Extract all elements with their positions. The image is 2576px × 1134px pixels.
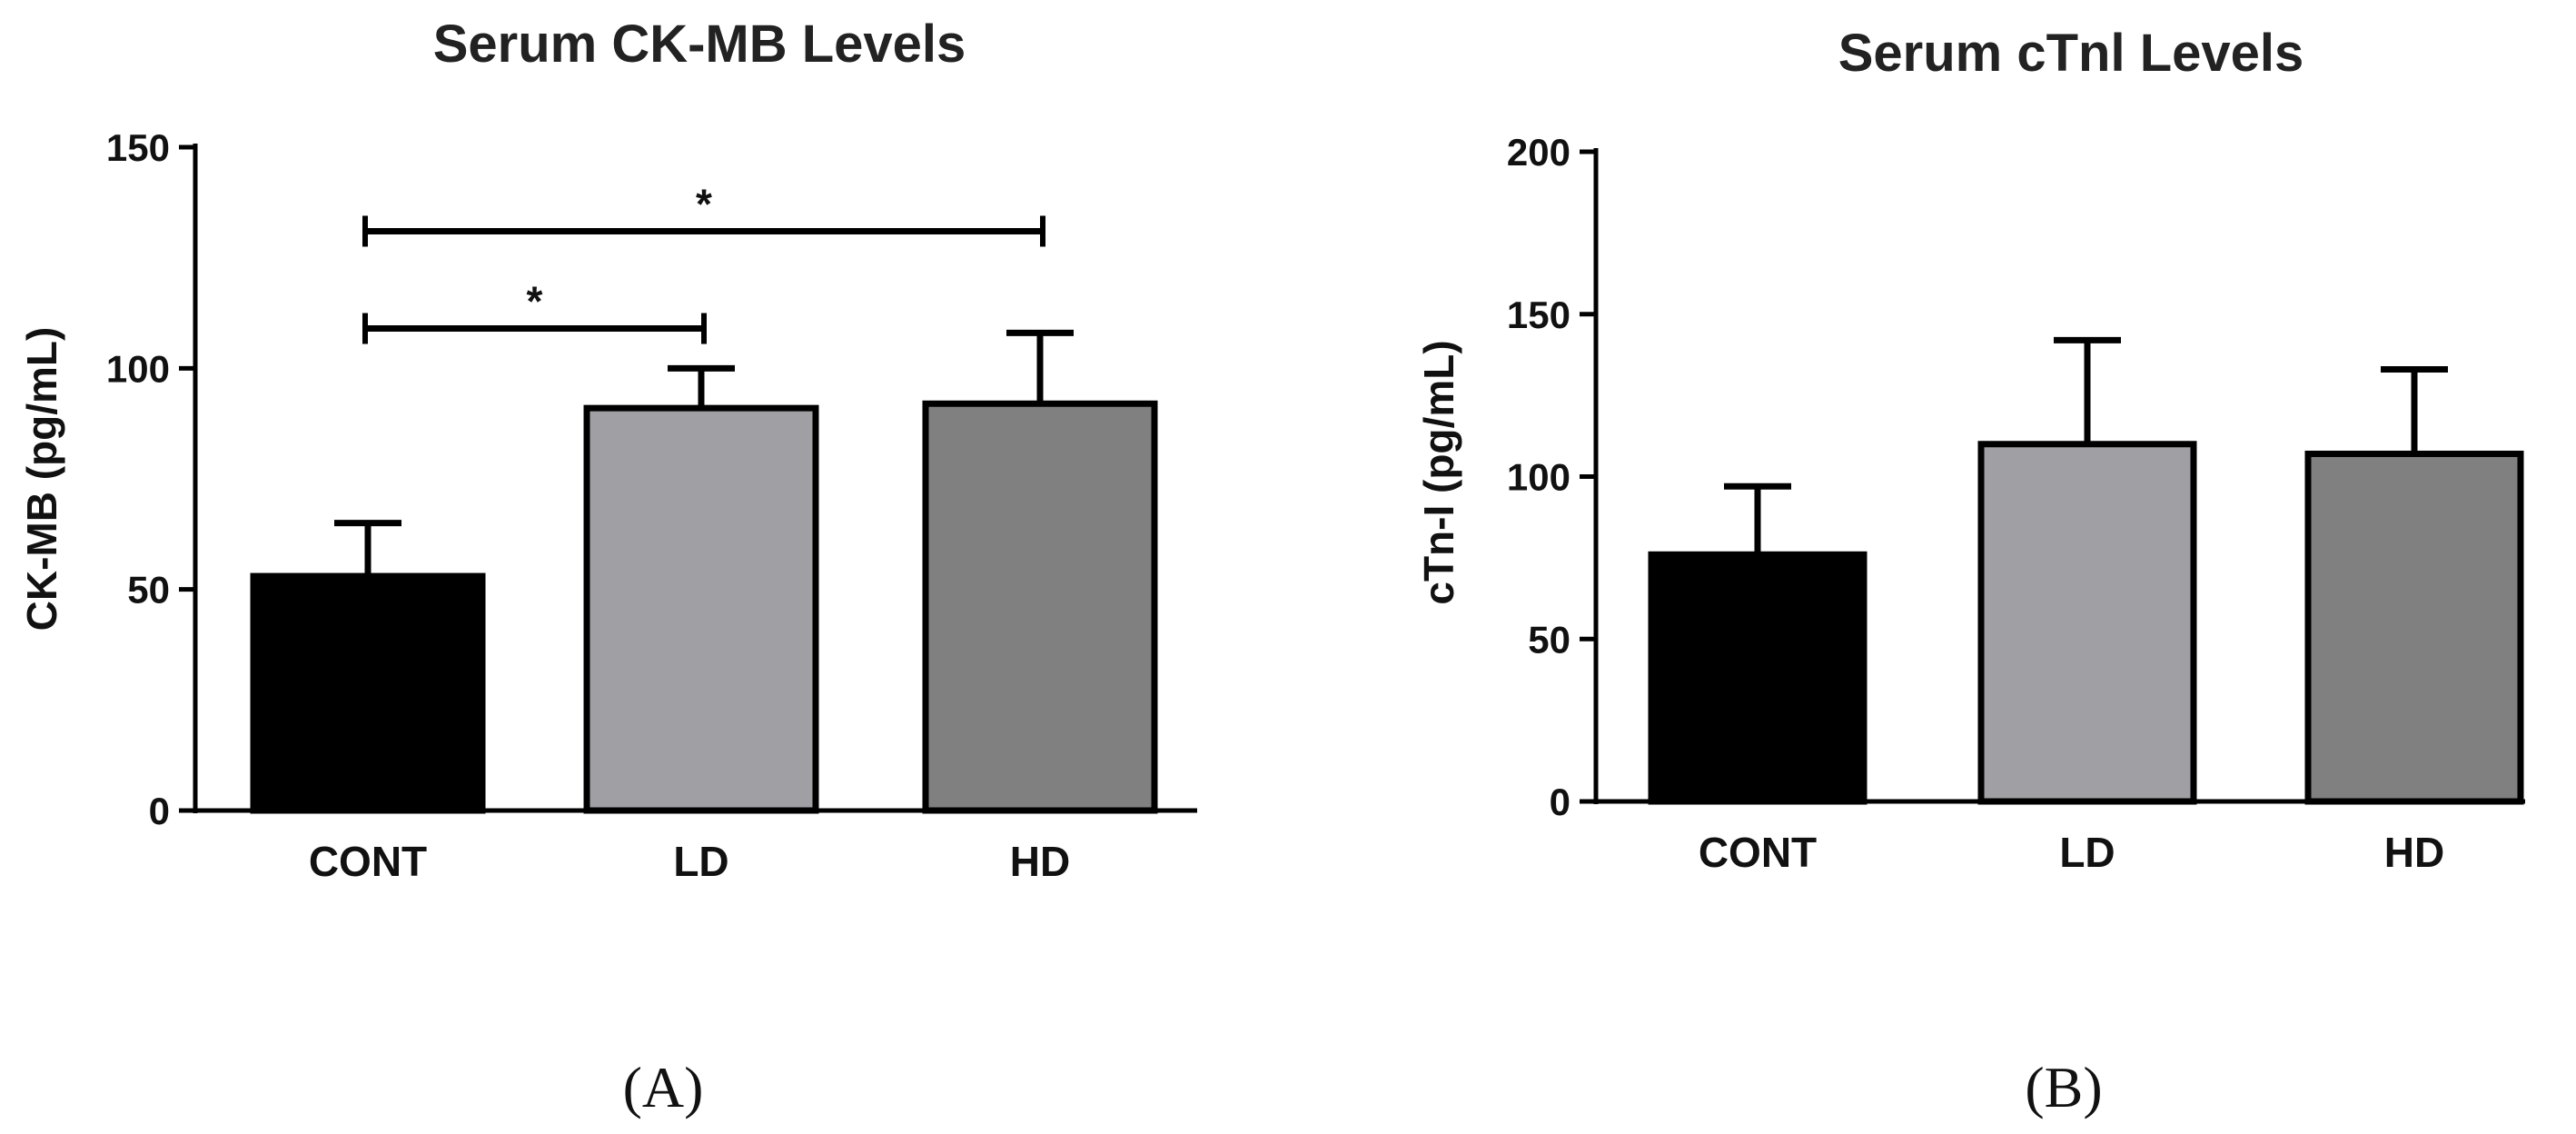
chart-b-category-label-cont: CONT bbox=[1699, 829, 1817, 876]
chart-b-bar-hd bbox=[2304, 450, 2524, 805]
chart-b-y-tick-label-100: 100 bbox=[1507, 456, 1570, 499]
chart-a-bar-cont bbox=[250, 572, 486, 814]
chart-b-y-tick-label-200: 200 bbox=[1507, 131, 1570, 174]
chart-b-y-axis-label: cTn-I (pg/mL) bbox=[1415, 340, 1462, 604]
chart-b-y-tick-label-0: 0 bbox=[1550, 781, 1570, 823]
chart-b-panel-label: (B) bbox=[2025, 1055, 2102, 1119]
chart-a-y-tick-label-100: 100 bbox=[106, 347, 170, 390]
chart-b-y-tick-label-50: 50 bbox=[1528, 618, 1570, 661]
chart-a-significance-star-1: * bbox=[527, 278, 543, 325]
chart-a-category-label-cont: CONT bbox=[309, 838, 427, 885]
chart-a-bar-ld bbox=[583, 404, 819, 814]
chart-b-ctni: Serum cTnl Levels (B) CONT LD HD 0 50 100 150 2… bbox=[1415, 24, 2525, 1119]
chart-b-y-tick-label-150: 150 bbox=[1507, 293, 1570, 336]
chart-b-category-label-hd: HD bbox=[2384, 829, 2444, 876]
chart-a-category-label-hd: HD bbox=[1010, 838, 1070, 885]
chart-a-y-tick-label-50: 50 bbox=[127, 569, 170, 612]
chart-a-bar-hd bbox=[922, 400, 1158, 814]
chart-b-bar-ld bbox=[1977, 441, 2197, 805]
chart-a-y-axis-label: CK-MB (pg/mL) bbox=[18, 327, 65, 632]
chart-b-category-label-ld: LD bbox=[2059, 829, 2115, 876]
chart-a-y-tick-label-150: 150 bbox=[106, 126, 170, 169]
chart-b-bar-cont bbox=[1648, 551, 1868, 805]
chart-b-title: Serum cTnl Levels bbox=[1838, 24, 2304, 83]
chart-a-title: Serum CK-MB Levels bbox=[433, 15, 966, 74]
chart-a-category-label-ld: LD bbox=[673, 838, 728, 885]
chart-a-ck-mb: Serum CK-MB Levels (A) CONT LD HD 0 50 100 150… bbox=[18, 15, 1197, 1119]
chart-a-panel-label: (A) bbox=[623, 1055, 704, 1119]
chart-a-significance-star-0: * bbox=[696, 180, 712, 227]
chart-a-y-tick-label-0: 0 bbox=[149, 790, 170, 832]
